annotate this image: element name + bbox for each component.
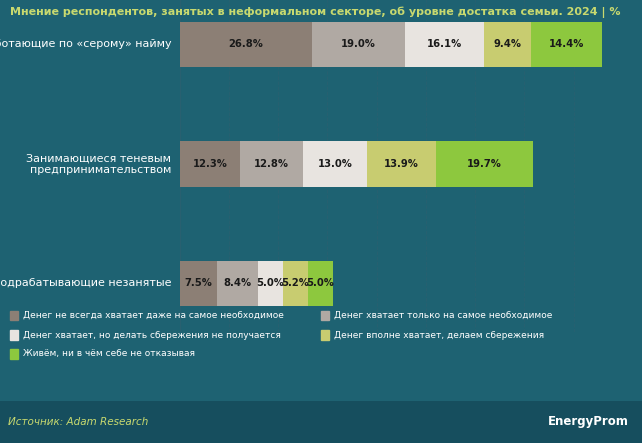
- Text: 9.4%: 9.4%: [494, 39, 521, 50]
- Text: EnergyProm: EnergyProm: [548, 416, 629, 428]
- Bar: [217, 260, 258, 306]
- Bar: [485, 22, 531, 67]
- Text: 12.8%: 12.8%: [254, 159, 290, 169]
- Text: 19.7%: 19.7%: [467, 159, 501, 169]
- Text: 7.5%: 7.5%: [184, 278, 212, 288]
- Bar: [258, 260, 282, 306]
- Text: 8.4%: 8.4%: [223, 278, 252, 288]
- Text: Денег вполне хватает, делаем сбережения: Денег вполне хватает, делаем сбережения: [334, 331, 544, 340]
- Bar: [282, 260, 308, 306]
- Text: 26.8%: 26.8%: [229, 39, 263, 50]
- Bar: [180, 22, 311, 67]
- Text: Источник: Adam Research: Источник: Adam Research: [8, 417, 148, 427]
- Bar: [303, 141, 367, 187]
- Bar: [308, 260, 333, 306]
- Bar: [180, 141, 240, 187]
- Text: 5.0%: 5.0%: [256, 278, 284, 288]
- Bar: [436, 141, 533, 187]
- Text: 12.3%: 12.3%: [193, 159, 227, 169]
- Text: Денег хватает, но делать сбережения не получается: Денег хватает, но делать сбережения не п…: [23, 331, 281, 340]
- Text: 5.2%: 5.2%: [281, 278, 309, 288]
- Bar: [367, 141, 436, 187]
- Text: 5.0%: 5.0%: [307, 278, 334, 288]
- Text: 19.0%: 19.0%: [341, 39, 376, 50]
- Bar: [531, 22, 602, 67]
- Text: Денег хватает только на самое необходимое: Денег хватает только на самое необходимо…: [334, 311, 553, 320]
- Bar: [240, 141, 303, 187]
- Text: 14.4%: 14.4%: [548, 39, 584, 50]
- Bar: [180, 260, 217, 306]
- Text: 13.0%: 13.0%: [318, 159, 352, 169]
- Text: Живём, ни в чём себе не отказывая: Живём, ни в чём себе не отказывая: [23, 350, 195, 358]
- Text: 16.1%: 16.1%: [427, 39, 462, 50]
- Text: 13.9%: 13.9%: [384, 159, 419, 169]
- Bar: [311, 22, 405, 67]
- Text: Мнение респондентов, занятых в неформальном секторе, об уровне достатка семьи. 2: Мнение респондентов, занятых в неформаль…: [10, 7, 620, 18]
- Text: Денег не всегда хватает даже на самое необходимое: Денег не всегда хватает даже на самое не…: [23, 311, 284, 320]
- Bar: [405, 22, 485, 67]
